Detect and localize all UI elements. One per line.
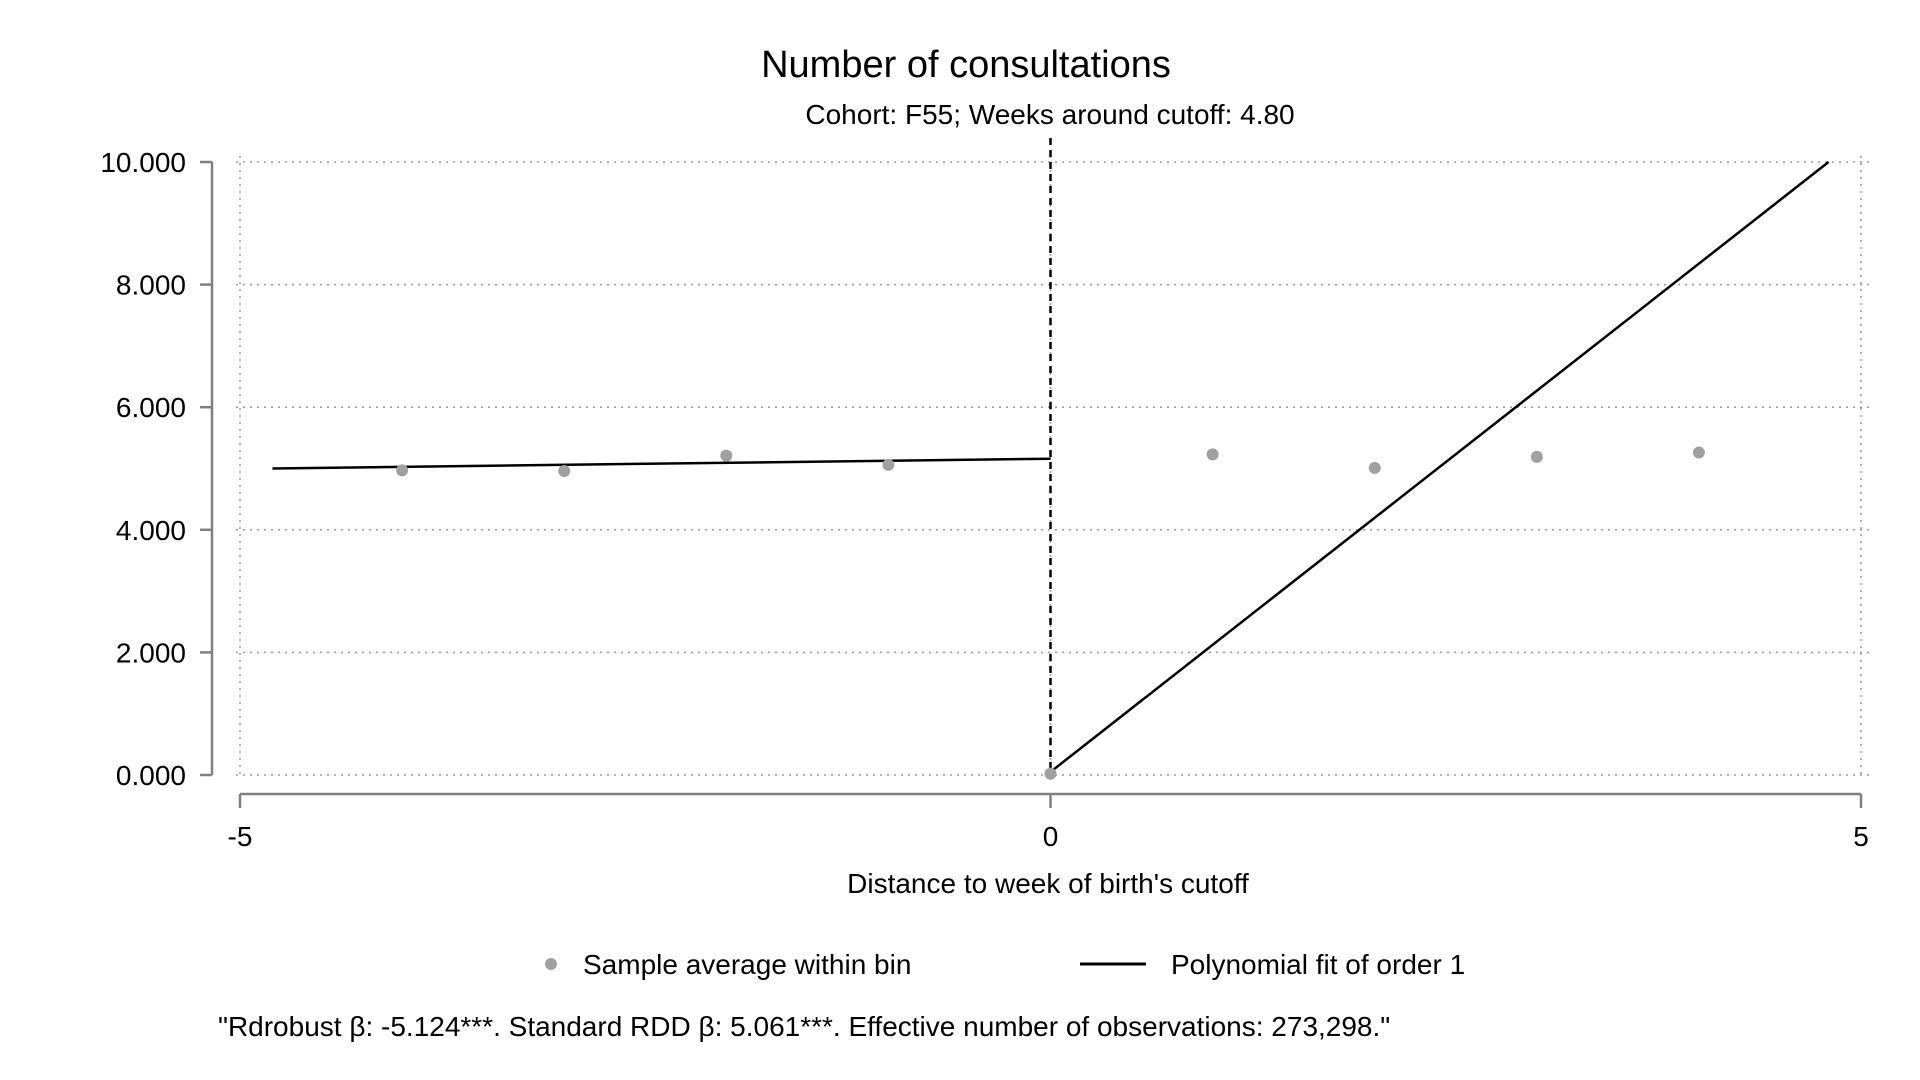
- fit-line-segment: [272, 457, 1051, 470]
- scatter-point: [1530, 450, 1543, 463]
- chart-note: "Rdrobust β: -5.124***. Standard RDD β: …: [218, 1011, 1390, 1042]
- x-tick-label: -5: [228, 821, 253, 852]
- scatter-point: [396, 464, 409, 477]
- scatter-point: [882, 458, 895, 471]
- scatter-point: [1368, 461, 1381, 474]
- legend-label-scatter: Sample average within bin: [583, 949, 911, 980]
- y-tick-label: 6.000: [116, 392, 186, 423]
- scatter-point: [558, 464, 571, 477]
- legend: Sample average within bin Polynomial fit…: [545, 949, 1465, 980]
- chart-subtitle: Cohort: F55; Weeks around cutoff: 4.80: [805, 99, 1294, 130]
- scatter-point: [1692, 446, 1705, 459]
- chart-title: Number of consultations: [761, 44, 1171, 86]
- fit-line-segment: [1049, 161, 1830, 773]
- y-tick-label: 8.000: [116, 270, 186, 301]
- scatter-point: [1044, 767, 1057, 780]
- x-axis: -5 0 5: [228, 792, 1869, 852]
- x-tick-label: 5: [1853, 821, 1869, 852]
- scatter-point: [720, 449, 733, 462]
- x-axis-title: Distance to week of birth's cutoff: [847, 868, 1249, 899]
- y-tick-label: 10.000: [100, 147, 186, 178]
- y-tick-label: 2.000: [116, 637, 186, 668]
- y-tick-label: 4.000: [116, 515, 186, 546]
- y-tick-label: 0.000: [116, 760, 186, 791]
- x-tick-label: 0: [1043, 821, 1059, 852]
- legend-marker-scatter: [545, 958, 557, 970]
- y-axis: 0.000 2.000 4.000 6.000 8.000 10.000: [100, 147, 214, 791]
- legend-label-line: Polynomial fit of order 1: [1171, 949, 1465, 980]
- scatter-points: [396, 446, 1705, 780]
- scatter-point: [1206, 448, 1219, 461]
